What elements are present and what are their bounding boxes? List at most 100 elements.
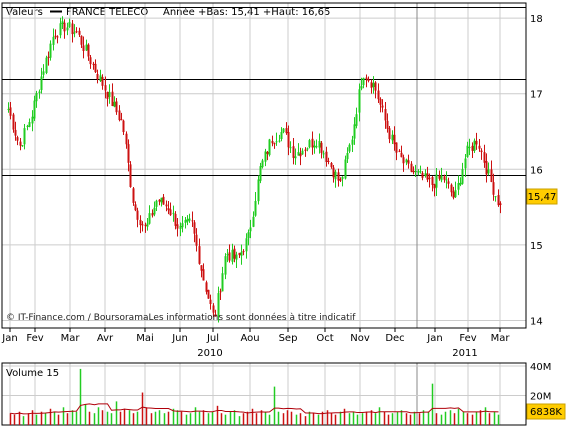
- candle-body: [66, 27, 69, 31]
- volume-title: Volume 15: [6, 368, 59, 379]
- candle-body: [125, 133, 128, 145]
- candle-body: [224, 256, 227, 275]
- candle-body: [322, 153, 325, 155]
- candle-body: [9, 107, 12, 116]
- x-tick-label: Mar: [491, 333, 511, 344]
- candle-body: [209, 299, 212, 305]
- candle-body: [247, 232, 250, 239]
- candle-body: [45, 57, 48, 73]
- candle-body: [136, 210, 139, 220]
- candle-body: [426, 173, 429, 180]
- candle-body: [160, 197, 163, 203]
- candle-body: [54, 35, 57, 37]
- candle-body: [395, 142, 398, 153]
- candle-body: [108, 91, 111, 97]
- candle-body: [68, 22, 71, 28]
- candle-body: [320, 142, 323, 153]
- candle-body: [16, 137, 19, 141]
- candle-body: [271, 140, 274, 144]
- candle-body: [280, 131, 283, 140]
- candle-body: [480, 150, 483, 153]
- candle-body: [75, 31, 78, 33]
- candle-body: [238, 252, 241, 256]
- candle-body: [313, 145, 316, 148]
- price-y-tick-label: 16: [530, 165, 543, 176]
- candle-body: [96, 73, 99, 80]
- candle-body: [158, 199, 161, 202]
- candle-body: [59, 23, 62, 36]
- x-tick-label: Oct: [316, 333, 333, 344]
- candle-body: [254, 200, 257, 216]
- candle-body: [304, 149, 307, 151]
- candle-body: [377, 90, 380, 100]
- candle-body: [129, 164, 132, 187]
- candle-body: [285, 128, 288, 134]
- candle-body: [245, 238, 248, 252]
- candle-body: [47, 56, 50, 58]
- volume-bars: [9, 368, 500, 425]
- candle-body: [19, 141, 22, 146]
- candle-body: [14, 129, 17, 136]
- x-tick-label: Mai: [136, 333, 154, 344]
- candle-body: [205, 282, 208, 292]
- candle-body: [219, 291, 222, 293]
- candle-body: [457, 183, 460, 190]
- candle-body: [188, 218, 191, 221]
- candle-body: [268, 139, 271, 156]
- price-y-tick-label: 14: [530, 316, 543, 327]
- price-y-axis: 14 15 16 17 18: [530, 14, 543, 327]
- candle-body: [111, 91, 114, 107]
- candle-body: [82, 45, 85, 51]
- candle-body: [428, 177, 431, 179]
- candle-body: [485, 161, 488, 175]
- candle-body: [299, 153, 302, 157]
- candle-body: [118, 110, 121, 121]
- candle-body: [490, 169, 493, 182]
- candle-body: [144, 224, 147, 226]
- year-label: 2011: [452, 348, 477, 359]
- watermark: © IT-Finance.com / BoursoramaLes informa…: [6, 312, 356, 323]
- candle-body: [447, 181, 450, 184]
- candle-body: [351, 139, 354, 145]
- candle-body: [287, 132, 290, 148]
- candles: [7, 16, 502, 323]
- candle-body: [452, 191, 455, 198]
- candle-body: [61, 21, 64, 24]
- candle-body: [233, 248, 236, 259]
- candle-body: [21, 145, 24, 147]
- candle-body: [122, 120, 125, 133]
- candle-body: [292, 146, 295, 158]
- candle-body: [315, 146, 318, 148]
- candle-body: [261, 160, 264, 168]
- candle-body: [176, 224, 179, 229]
- candle-body: [459, 182, 462, 185]
- candle-body: [431, 177, 434, 185]
- candle-body: [391, 134, 394, 141]
- candle-body: [330, 163, 333, 168]
- candle-body: [443, 176, 446, 180]
- candle-body: [275, 141, 278, 143]
- candle-body: [355, 114, 358, 126]
- candle-body: [71, 23, 74, 35]
- last-volume-value: 6838K: [530, 407, 562, 418]
- candle-body: [339, 179, 342, 181]
- candle-body: [172, 212, 175, 214]
- candle-body: [7, 108, 10, 110]
- candle-body: [167, 208, 170, 211]
- candle-body: [370, 82, 373, 88]
- candle-body: [419, 171, 422, 173]
- candle-body: [264, 151, 267, 162]
- candle-body: [445, 179, 448, 181]
- candle-body: [212, 305, 215, 313]
- candle-body: [92, 63, 95, 65]
- candle-body: [266, 151, 269, 154]
- candle-body: [346, 153, 349, 160]
- candle-body: [344, 159, 347, 179]
- x-tick-label: Fev: [459, 333, 476, 344]
- candle-body: [28, 122, 31, 127]
- candle-body: [151, 213, 154, 216]
- candle-body: [435, 174, 438, 188]
- candle-body: [195, 234, 198, 246]
- candle-body: [384, 109, 387, 121]
- candle-body: [478, 145, 481, 149]
